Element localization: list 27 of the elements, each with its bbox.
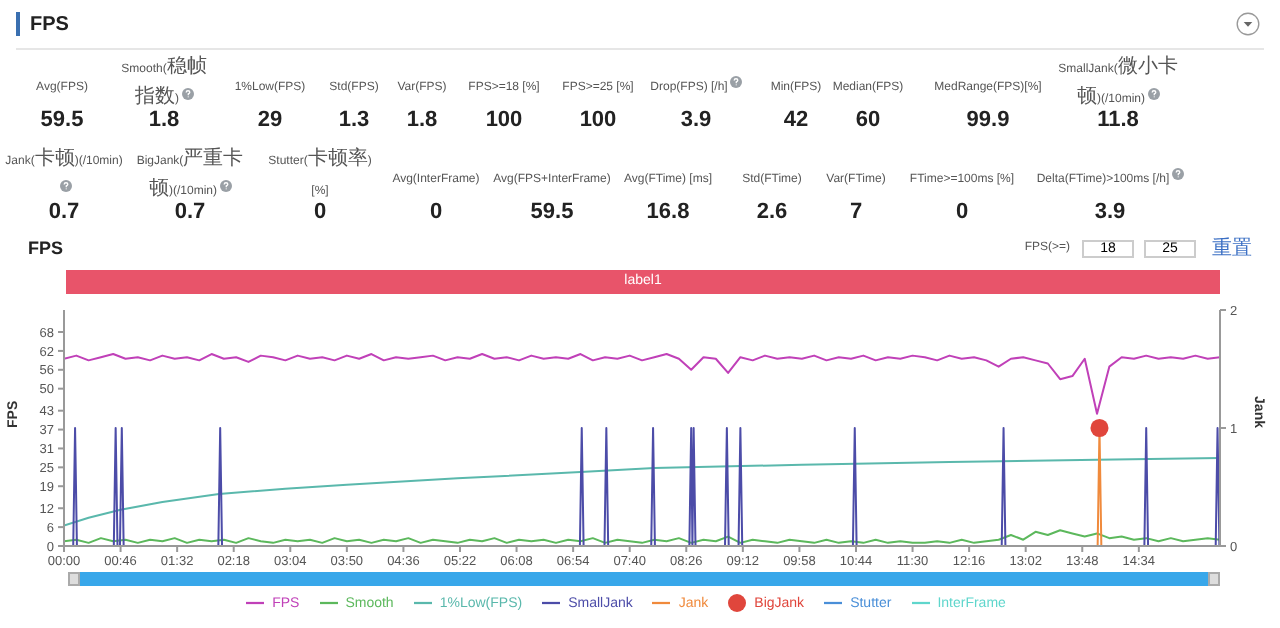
- data-label: 0.7: [46, 198, 82, 226]
- data-label: 0.7: [172, 198, 208, 226]
- chart-title: FPS: [28, 238, 64, 258]
- data-label: 100: [577, 106, 619, 134]
- line-series: [64, 353, 1220, 415]
- data-label: 29: [255, 106, 285, 134]
- data-label: 59.5: [528, 198, 576, 226]
- text: 重置: [1212, 235, 1252, 262]
- text: FPS: [30, 13, 69, 35]
- data-label: 60: [853, 106, 883, 134]
- data-label: 3.9: [1092, 198, 1128, 226]
- data-label: 100: [483, 106, 525, 134]
- data-label: 0: [311, 198, 329, 226]
- data-label: 42: [781, 106, 811, 134]
- data-label: 3.9: [678, 106, 714, 134]
- data-label: 2.6: [754, 198, 790, 226]
- data-label: 7: [847, 198, 865, 226]
- data-label: 59.5: [38, 106, 86, 134]
- data-label: 1.3: [336, 106, 372, 134]
- data-label: 0: [427, 198, 445, 226]
- data-label: 0: [953, 198, 971, 226]
- data-label: 11.8: [1095, 106, 1141, 134]
- line-series: [64, 456, 1220, 527]
- data-label: 16.8: [644, 198, 692, 226]
- data-label: 1.8: [146, 106, 182, 134]
- data-label: 99.9: [964, 106, 1012, 134]
- data-label: 1.8: [404, 106, 440, 134]
